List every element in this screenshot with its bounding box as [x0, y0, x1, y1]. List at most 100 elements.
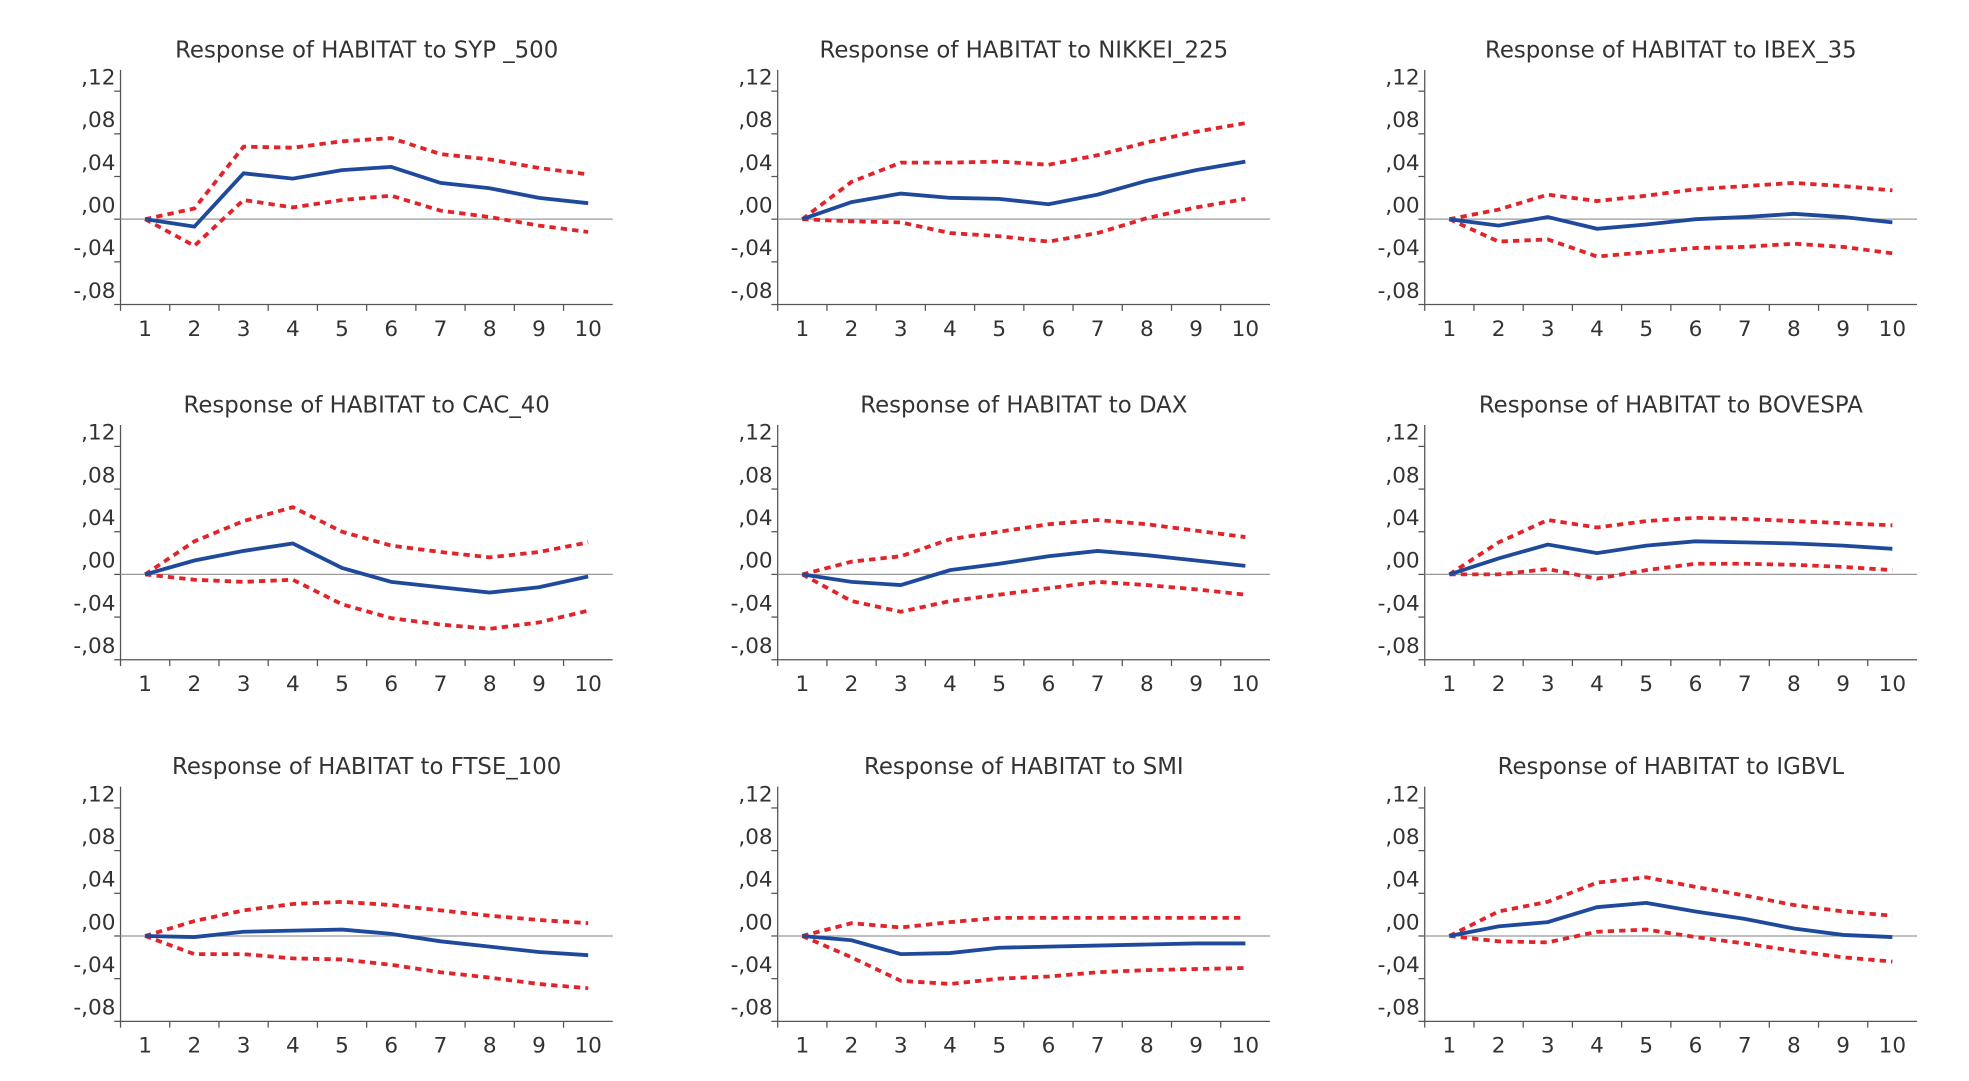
y-tick-label: ,08 — [1385, 463, 1419, 488]
confidence-band — [144, 136, 589, 222]
y-tick-label: -,08 — [1378, 634, 1420, 659]
confidence-band — [144, 193, 589, 249]
y-tick-label: ,08 — [81, 825, 115, 850]
y-tick-label: -,04 — [1378, 236, 1420, 261]
y-tick-label: ,08 — [81, 108, 115, 133]
y-tick-label: ,12 — [1385, 782, 1419, 807]
y-tick-label: ,12 — [81, 782, 115, 807]
x-tick-label: 4 — [286, 1034, 300, 1059]
x-tick-label: 5 — [335, 1034, 349, 1059]
x-tick-label: 10 — [1879, 1034, 1906, 1059]
x-tick-label: 3 — [1541, 1034, 1555, 1059]
x-tick-label: 2 — [845, 1034, 859, 1059]
confidence-band — [801, 915, 1246, 938]
y-tick-label: ,12 — [738, 65, 772, 90]
y-tick-label: ,00 — [1385, 910, 1419, 935]
x-tick-label: 6 — [384, 672, 398, 697]
x-tick-label: 3 — [237, 672, 251, 697]
chart-title: Response of HABITAT to SMI — [864, 754, 1184, 780]
y-tick-label: -,04 — [1378, 953, 1420, 978]
chart-title: Response of HABITAT to NIKKEI_225 — [820, 37, 1229, 63]
confidence-band — [144, 505, 589, 576]
y-tick-label: ,12 — [738, 421, 772, 446]
x-tick-label: 6 — [384, 317, 398, 342]
y-tick-label: -,08 — [731, 279, 773, 304]
x-tick-label: 1 — [795, 672, 809, 697]
x-tick-label: 9 — [1189, 317, 1203, 342]
x-tick-label: 3 — [894, 317, 908, 342]
x-tick-label: 6 — [1689, 317, 1703, 342]
x-tick-label: 1 — [1442, 317, 1456, 342]
x-tick-label: 6 — [1689, 1034, 1703, 1059]
x-tick-label: 7 — [1738, 317, 1752, 342]
y-tick-label: -,08 — [1378, 996, 1420, 1021]
response-line — [144, 164, 589, 229]
x-tick-label: 8 — [1140, 1034, 1154, 1059]
y-tick-label: ,00 — [738, 549, 772, 574]
x-tick-label: 7 — [1738, 672, 1752, 697]
x-tick-label: 9 — [532, 1034, 546, 1059]
x-tick-label: 4 — [286, 317, 300, 342]
confidence-band — [1449, 561, 1893, 581]
response-line — [802, 934, 1246, 957]
y-tick-label: ,12 — [81, 421, 115, 446]
x-tick-label: 1 — [1442, 672, 1456, 697]
chart-title: Response of HABITAT to IGBVL — [1498, 754, 1845, 780]
confidence-band — [801, 518, 1246, 577]
x-tick-label: 9 — [1189, 1034, 1203, 1059]
x-tick-label: 5 — [1639, 317, 1653, 342]
confidence-band — [1449, 927, 1893, 964]
x-tick-label: 4 — [1590, 317, 1604, 342]
confidence-band — [144, 934, 589, 991]
chart-title: Response of HABITAT to CAC_40 — [184, 393, 550, 419]
x-tick-label: 2 — [1492, 672, 1506, 697]
x-tick-label: 9 — [1189, 672, 1203, 697]
x-tick-label: 4 — [943, 317, 957, 342]
x-tick-label: 5 — [335, 317, 349, 342]
x-tick-label: 6 — [1689, 672, 1703, 697]
x-tick-label: 7 — [1738, 1034, 1752, 1059]
x-tick-label: 7 — [1091, 672, 1105, 697]
response-line — [802, 549, 1246, 587]
y-tick-label: ,04 — [1385, 151, 1419, 176]
x-tick-label: 10 — [574, 1034, 601, 1059]
x-tick-label: 1 — [795, 1034, 809, 1059]
x-tick-label: 9 — [1836, 672, 1850, 697]
y-tick-label: ,12 — [1385, 65, 1419, 90]
y-tick-label: -,04 — [73, 591, 115, 616]
y-tick-label: -,08 — [731, 996, 773, 1021]
y-tick-label: ,12 — [1385, 421, 1419, 446]
y-tick-label: ,12 — [81, 65, 115, 90]
y-tick-label: ,00 — [81, 549, 115, 574]
x-tick-label: 2 — [188, 317, 202, 342]
x-tick-label: 8 — [483, 672, 497, 697]
y-tick-label: -,08 — [73, 996, 115, 1021]
response-line — [1449, 211, 1893, 231]
y-tick-label: ,08 — [1385, 825, 1419, 850]
x-tick-label: 1 — [138, 317, 152, 342]
y-tick-label: ,04 — [738, 868, 772, 893]
x-tick-label: 5 — [1639, 1034, 1653, 1059]
x-tick-label: 3 — [894, 672, 908, 697]
x-tick-label: 6 — [1042, 317, 1056, 342]
x-tick-label: 5 — [992, 317, 1006, 342]
confidence-band — [1448, 515, 1893, 577]
confidence-band — [801, 934, 1246, 986]
x-tick-label: 5 — [1639, 672, 1653, 697]
x-tick-label: 7 — [1091, 1034, 1105, 1059]
x-tick-label: 1 — [1442, 1034, 1456, 1059]
y-tick-label: ,00 — [1385, 193, 1419, 218]
x-tick-label: 5 — [335, 672, 349, 697]
y-tick-label: ,04 — [81, 506, 115, 531]
y-tick-label: ,12 — [738, 782, 772, 807]
confidence-band — [801, 121, 1246, 221]
x-tick-label: 8 — [1140, 317, 1154, 342]
confidence-band — [1448, 217, 1893, 259]
x-tick-label: 2 — [188, 672, 202, 697]
y-tick-label: ,00 — [738, 910, 772, 935]
y-tick-label: ,00 — [81, 193, 115, 218]
response-line — [144, 541, 589, 595]
y-tick-label: ,04 — [1385, 868, 1419, 893]
x-tick-label: 8 — [483, 1034, 497, 1059]
